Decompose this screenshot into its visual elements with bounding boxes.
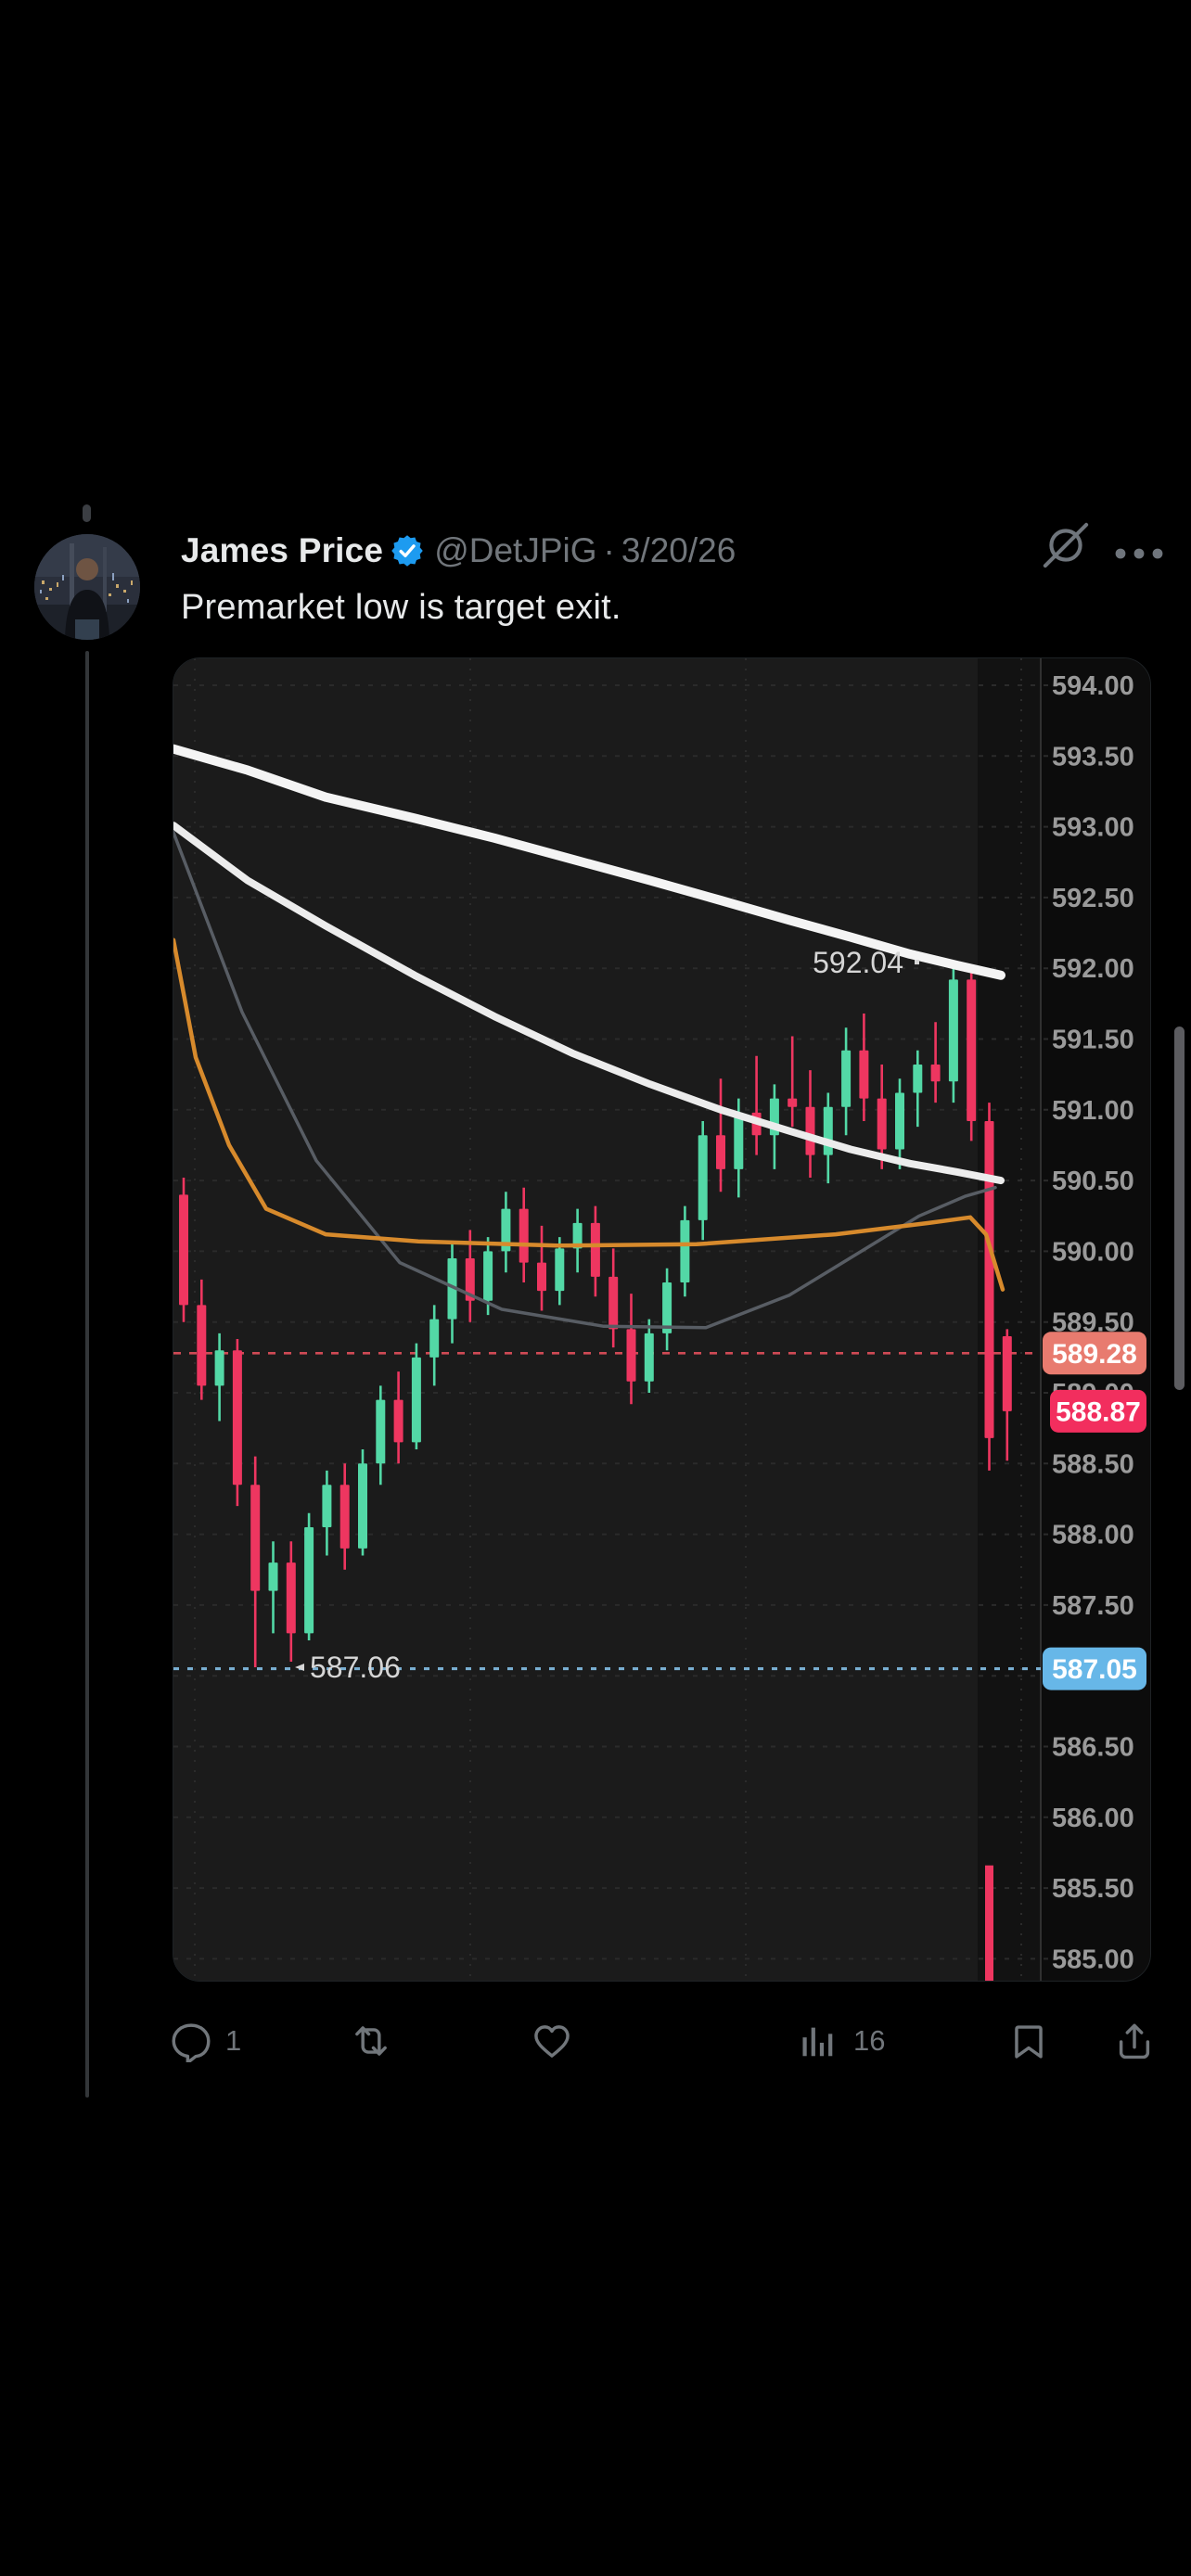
price-axis-bg [1041, 658, 1150, 1981]
share-icon [1119, 2023, 1150, 2060]
chart-card[interactable]: 594.00 593.50 593.00 592.50 592.00 591.50 591.… [173, 657, 1151, 1982]
ma-gray [173, 830, 997, 1330]
heart-icon [534, 2025, 570, 2058]
grok-button[interactable] [1042, 521, 1090, 569]
repost-button[interactable] [348, 2020, 394, 2062]
thread-line [85, 651, 89, 2098]
ma-white-fast [173, 822, 1005, 1185]
bookmark-button[interactable] [1007, 2020, 1050, 2062]
svg-text:590.50: 590.50 [1052, 1167, 1134, 1196]
bookmark-icon [1015, 2025, 1043, 2059]
action-bar: 1 [0, 2020, 1191, 2075]
ma-orange [173, 937, 1005, 1292]
author-handle[interactable]: @DetJPiG [434, 531, 597, 569]
svg-text:587.05: 587.05 [1052, 1654, 1137, 1685]
ma-white-slow [173, 744, 1005, 980]
svg-text:592.00: 592.00 [1052, 954, 1134, 984]
svg-text:588.50: 588.50 [1052, 1449, 1134, 1479]
candles [179, 963, 1012, 1668]
post-header: James Price @DetJPiG · 3/20/26 [181, 529, 1025, 573]
svg-text:585.50: 585.50 [1052, 1874, 1134, 1904]
svg-text:591.50: 591.50 [1052, 1026, 1134, 1055]
ma-lines [173, 744, 1005, 1330]
thread-connector-stub [83, 504, 91, 522]
detached-crash-wick [985, 1865, 993, 1981]
svg-text:586.00: 586.00 [1052, 1804, 1134, 1833]
gridlines-vertical [194, 658, 1022, 1981]
chart-svg: 594.00 593.50 593.00 592.50 592.00 591.50 591.… [173, 658, 1150, 1981]
grok-icon [1043, 522, 1089, 568]
reply-button[interactable]: 1 [170, 2020, 241, 2062]
reply-count: 1 [225, 2024, 242, 2057]
svg-text:593.50: 593.50 [1052, 742, 1134, 772]
verified-badge-icon [391, 535, 424, 567]
avatar[interactable] [34, 534, 140, 640]
share-button[interactable] [1113, 2020, 1156, 2062]
svg-text:591.00: 591.00 [1052, 1096, 1134, 1126]
views-button[interactable]: 16 [794, 2020, 885, 2062]
svg-text:587.06: 587.06 [310, 1651, 401, 1684]
author-name[interactable]: James Price [181, 531, 384, 569]
tweet-text: Premarket low is target exit. [181, 588, 621, 627]
like-button[interactable] [530, 2020, 574, 2062]
svg-text:586.50: 586.50 [1052, 1733, 1134, 1763]
svg-text:592.04: 592.04 [813, 946, 903, 979]
more-icon [1115, 548, 1163, 559]
svg-text:588.00: 588.00 [1052, 1521, 1134, 1550]
svg-text:589.28: 589.28 [1052, 1339, 1137, 1370]
views-bar-chart-icon [802, 2027, 833, 2057]
svg-text:585.00: 585.00 [1052, 1945, 1134, 1974]
repost-icon [355, 2026, 387, 2056]
svg-text:588.87: 588.87 [1056, 1396, 1141, 1427]
svg-text:593.00: 593.00 [1052, 813, 1134, 843]
svg-text:592.50: 592.50 [1052, 884, 1134, 913]
post-date[interactable]: 3/20/26 [621, 531, 736, 569]
price-level-lines [173, 1351, 1041, 1671]
verified-badge-seal [391, 535, 424, 567]
avatar-photo [34, 534, 140, 640]
chart-annotations: 592.04 587.06 [295, 946, 919, 1684]
svg-text:590.00: 590.00 [1052, 1237, 1134, 1267]
svg-text:587.50: 587.50 [1052, 1591, 1134, 1621]
gridlines-horizontal [173, 684, 1048, 1960]
price-badges: 589.28 588.87 587.05 [1043, 1332, 1146, 1690]
view-count: 16 [853, 2024, 886, 2057]
more-menu-button[interactable] [1109, 532, 1169, 575]
svg-text:594.00: 594.00 [1052, 671, 1134, 701]
plot-session-bg [173, 658, 978, 1981]
reply-icon [172, 2023, 211, 2062]
price-axis-labels: 594.00 593.50 593.00 592.50 592.00 591.50 591.… [1052, 671, 1134, 1974]
scrollbar-thumb[interactable] [1174, 1027, 1185, 1390]
separator-dot: · [603, 531, 615, 569]
